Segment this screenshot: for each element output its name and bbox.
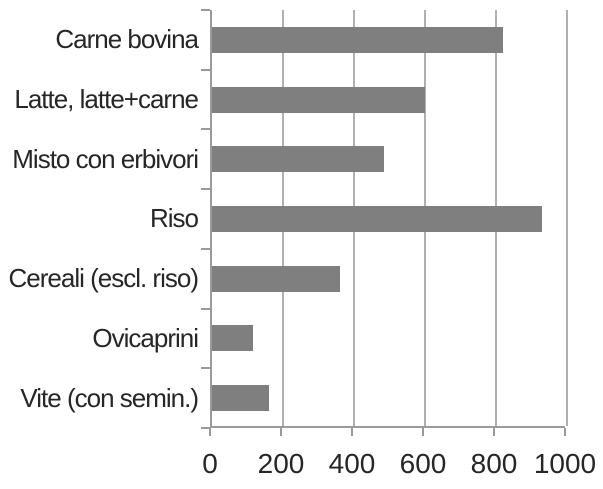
y-axis-tick xyxy=(201,307,210,310)
gridline xyxy=(566,10,568,426)
x-axis-tick xyxy=(564,428,566,436)
y-axis-tick xyxy=(201,9,210,11)
x-axis-tick xyxy=(351,428,353,436)
y-axis-tick xyxy=(201,128,210,131)
plot-area xyxy=(210,10,568,428)
bar xyxy=(212,385,269,412)
category-label: Latte, latte+carne xyxy=(14,84,199,115)
x-tick-label: 0 xyxy=(202,448,218,479)
bar xyxy=(212,206,543,232)
x-axis-tick xyxy=(422,428,424,436)
x-axis-tick xyxy=(209,428,211,436)
x-axis-tick xyxy=(493,428,495,436)
bar xyxy=(212,325,253,352)
x-tick-label: 400 xyxy=(328,448,376,479)
y-axis-tick xyxy=(201,68,210,71)
bar xyxy=(212,26,504,53)
x-axis-tick xyxy=(280,428,282,436)
bar xyxy=(212,265,340,292)
x-tick-label: 600 xyxy=(399,448,447,479)
y-axis-tick xyxy=(201,188,210,191)
x-tick-label: 200 xyxy=(257,448,305,479)
x-tick-label: 1000 xyxy=(533,448,597,479)
category-label: Riso xyxy=(149,203,199,234)
y-axis-tick xyxy=(201,247,210,250)
x-tick-label: 800 xyxy=(470,448,518,479)
category-label: Ovicaprini xyxy=(92,322,199,353)
y-axis-tick xyxy=(201,427,210,429)
bar xyxy=(212,86,425,113)
category-label: Vite (con semin.) xyxy=(20,382,199,413)
y-axis-tick xyxy=(201,367,210,370)
bar xyxy=(212,146,385,173)
category-label: Cereali (escl. riso) xyxy=(8,263,200,294)
category-label: Misto con erbivori xyxy=(12,143,199,174)
category-label: Carne bovina xyxy=(55,24,199,55)
